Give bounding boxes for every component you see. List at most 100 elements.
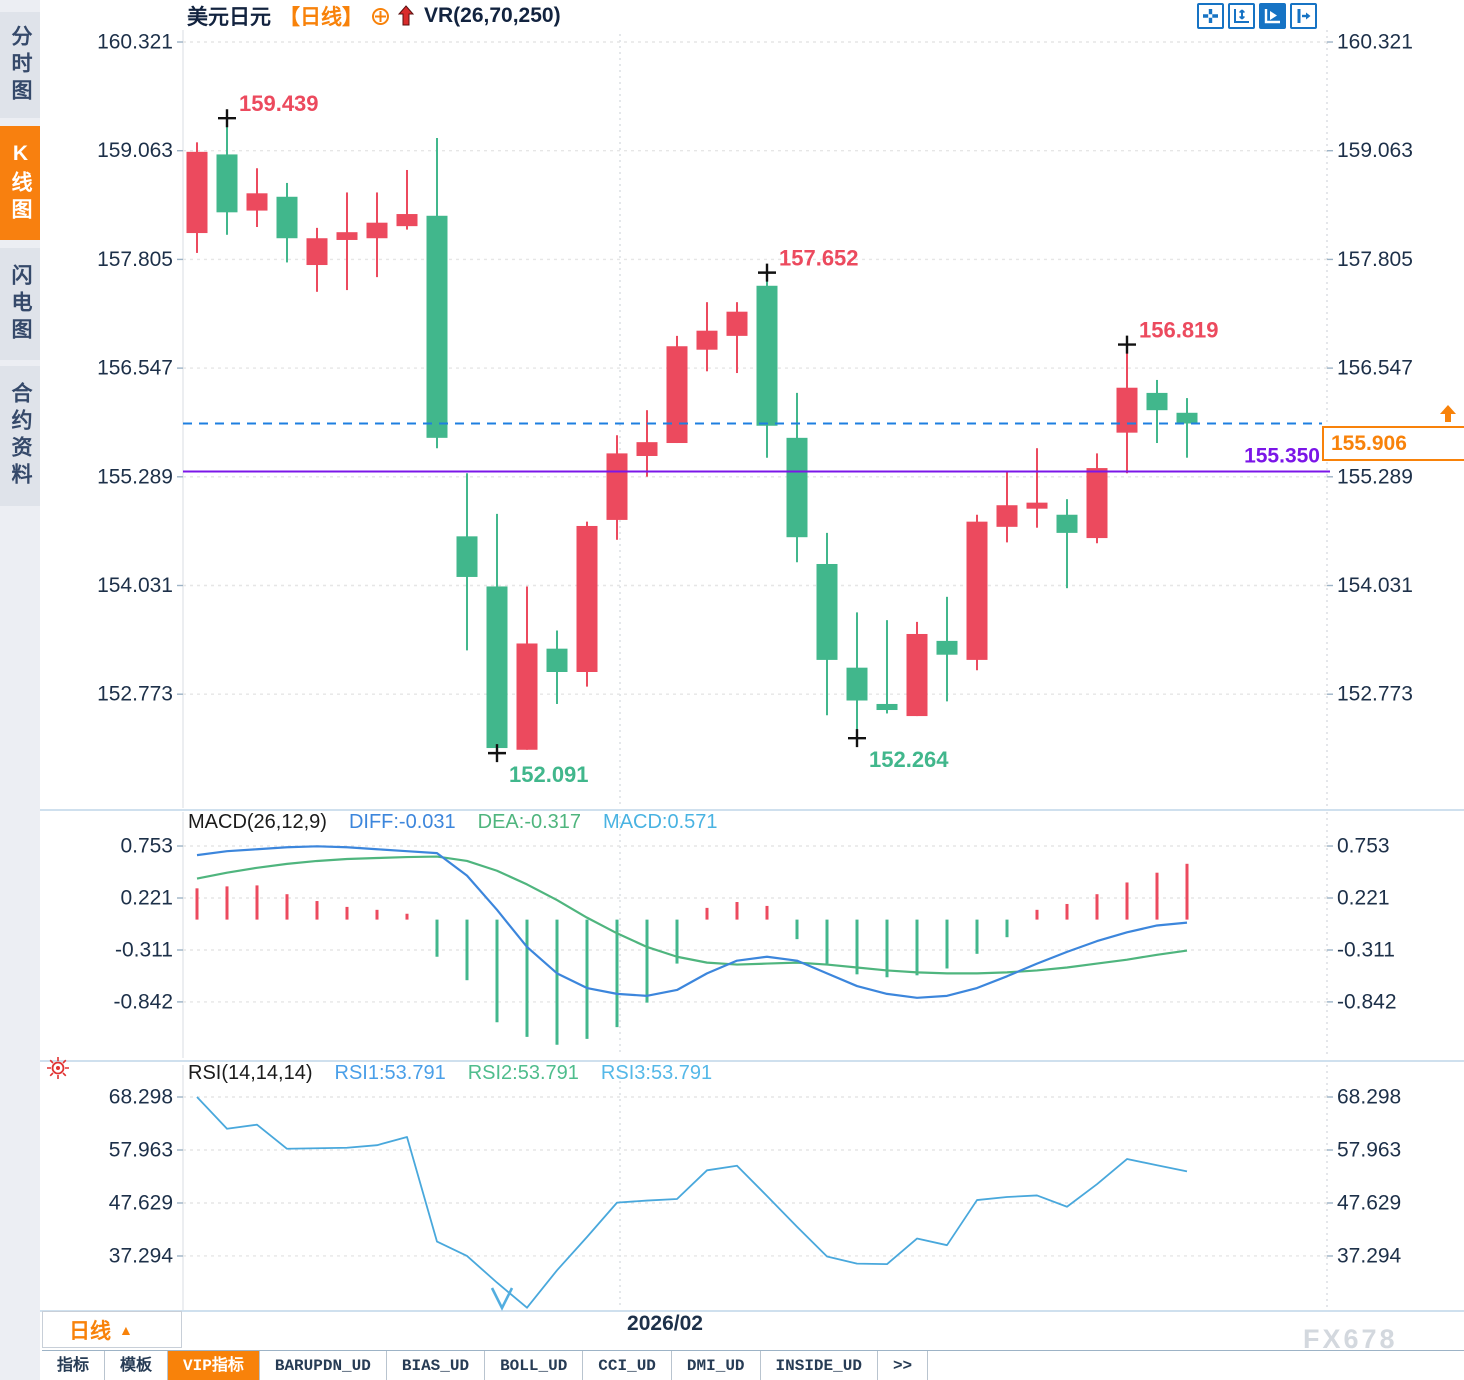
candle-body xyxy=(1116,387,1138,433)
macd-value-readout: MACD:0.571 xyxy=(603,811,718,833)
extreme-price-label: 156.819 xyxy=(1139,318,1219,343)
candle-body xyxy=(246,193,268,211)
candle-body xyxy=(786,437,808,538)
candle-body xyxy=(486,586,508,749)
candle-body xyxy=(696,330,718,350)
y-axis-label-right: 156.547 xyxy=(1337,357,1413,380)
period-selector-arrow-icon: ▲ xyxy=(119,1321,133,1338)
tab-[interactable]: 指标 xyxy=(42,1351,106,1380)
tab->>[interactable]: >> xyxy=(878,1351,929,1380)
y-axis-label-right: 0.221 xyxy=(1337,887,1390,910)
sidebar-item-0[interactable]: 分时图 xyxy=(0,12,40,118)
period-tag[interactable]: 【日线】 xyxy=(279,6,363,29)
up-arrow-icon xyxy=(398,5,414,27)
y-axis-label-right: 68.298 xyxy=(1337,1086,1401,1109)
y-axis-label-right: 154.031 xyxy=(1337,574,1413,597)
diff-line xyxy=(196,845,1188,999)
price-up-arrow-icon xyxy=(1438,404,1458,429)
candle-body xyxy=(216,154,238,213)
macd-header: MACD(26,12,9) DIFF:-0.031 DEA:-0.317 MAC… xyxy=(188,811,718,834)
tab-cci_ud[interactable]: CCI_UD xyxy=(583,1351,672,1380)
sidebar-item-2[interactable]: 闪电图 xyxy=(0,248,40,360)
candle-body xyxy=(456,536,478,577)
candle-body xyxy=(306,238,328,266)
y-axis-label-left: 57.963 xyxy=(109,1139,173,1162)
macd-name[interactable]: MACD(26,12,9) xyxy=(188,811,327,833)
tab-[interactable]: 模板 xyxy=(105,1351,169,1380)
candle-body xyxy=(366,222,388,239)
macd-diff-readout: DIFF:-0.031 xyxy=(348,811,456,833)
tab-bias_ud[interactable]: BIAS_UD xyxy=(387,1351,486,1380)
candle-body xyxy=(756,285,778,426)
extreme-price-label: 152.091 xyxy=(509,762,589,787)
candle-body xyxy=(906,633,928,717)
y-axis-label-left: 160.321 xyxy=(97,31,173,54)
target-icon[interactable] xyxy=(371,7,390,26)
candle-body xyxy=(606,453,628,520)
candle-body xyxy=(636,442,658,456)
y-axis-label-right: 157.805 xyxy=(1337,248,1413,271)
y-axis-label-left: 0.221 xyxy=(120,887,173,910)
rsi-name[interactable]: RSI(14,14,14) xyxy=(188,1062,313,1084)
rsi2-readout: RSI2:53.791 xyxy=(467,1062,579,1084)
candle-body xyxy=(876,703,898,711)
move-tool-icon[interactable] xyxy=(1197,3,1224,29)
y-axis-label-left: 155.289 xyxy=(97,465,173,488)
y-axis-label-right: 160.321 xyxy=(1337,31,1413,54)
zoom-axis-icon[interactable] xyxy=(1228,3,1255,29)
current-price-tag: 155.906 xyxy=(1322,426,1464,461)
y-axis-label-left: 68.298 xyxy=(109,1086,173,1109)
y-axis-label-left: 47.629 xyxy=(109,1191,173,1214)
y-axis-label-right: -0.842 xyxy=(1337,990,1397,1013)
candle-body xyxy=(666,346,688,444)
candle-body xyxy=(936,640,958,655)
y-axis-label-left: 156.547 xyxy=(97,357,173,380)
rsi-line xyxy=(196,1096,1188,1309)
sidebar: 分时图 K线图闪电图合约资料 xyxy=(0,0,40,1380)
position-chevron-marker xyxy=(490,1287,514,1311)
watermark: FX678 xyxy=(1303,1324,1398,1354)
candle-body xyxy=(996,505,1018,527)
extreme-price-label: 152.264 xyxy=(869,747,949,772)
indicator-tab-bar: 指标 模板 VIP指标 BARUPDN_UD BIAS_UD BOLL_UD CCI_UD D… xyxy=(42,1350,1464,1380)
dea-line xyxy=(196,855,1188,975)
tab-barupdn_ud[interactable]: BARUPDN_UD xyxy=(260,1351,387,1380)
macd-dea-readout: DEA:-0.317 xyxy=(477,811,582,833)
candle-body xyxy=(426,215,448,438)
candle-body xyxy=(966,521,988,660)
sidebar-item-3[interactable]: 合约资料 xyxy=(0,366,40,506)
rsi-settings-sun-icon[interactable] xyxy=(45,1055,71,1081)
y-axis-label-left: 37.294 xyxy=(109,1244,174,1267)
candle-body xyxy=(276,196,298,239)
y-axis-label-left: 159.063 xyxy=(97,139,173,162)
extreme-cross-marker xyxy=(848,729,866,748)
candle-body xyxy=(516,643,538,750)
tab-boll_ud[interactable]: BOLL_UD xyxy=(485,1351,584,1380)
y-axis-label-left: 154.031 xyxy=(97,574,173,597)
y-axis-label-right: 159.063 xyxy=(1337,139,1413,162)
y-axis-label-right: 152.773 xyxy=(1337,683,1413,706)
tab-vip[interactable]: VIP指标 xyxy=(168,1351,260,1380)
rsi-header: RSI(14,14,14) RSI1:53.791 RSI2:53.791 RS… xyxy=(188,1062,712,1085)
rsi3-readout: RSI3:53.791 xyxy=(600,1062,713,1084)
candle-body xyxy=(816,563,838,660)
extreme-cross-marker xyxy=(488,744,506,763)
sidebar-item-1[interactable]: K线图 xyxy=(0,126,40,240)
candle-body xyxy=(576,525,598,672)
pan-right-icon[interactable] xyxy=(1290,3,1317,29)
extreme-price-label: 159.439 xyxy=(239,91,319,116)
candle-body xyxy=(186,151,208,234)
y-axis-label-left: 0.753 xyxy=(120,835,173,858)
x-axis-month-label: 2026/02 xyxy=(627,1312,703,1335)
y-axis-label-left: 157.805 xyxy=(97,248,173,271)
indicator-label[interactable]: VR(26,70,250) xyxy=(424,4,561,27)
y-axis-label-left: -0.311 xyxy=(115,939,173,962)
period-selector[interactable]: 日线 ▲ xyxy=(42,1311,182,1348)
tab-inside_ud[interactable]: INSIDE_UD xyxy=(761,1351,878,1380)
chart-header: 美元日元 【日线】 VR(26,70,250) xyxy=(187,2,561,30)
symbol-title: 美元日元 xyxy=(187,6,271,29)
play-axis-icon[interactable] xyxy=(1259,3,1286,29)
tab-dmi_ud[interactable]: DMI_UD xyxy=(672,1351,761,1380)
